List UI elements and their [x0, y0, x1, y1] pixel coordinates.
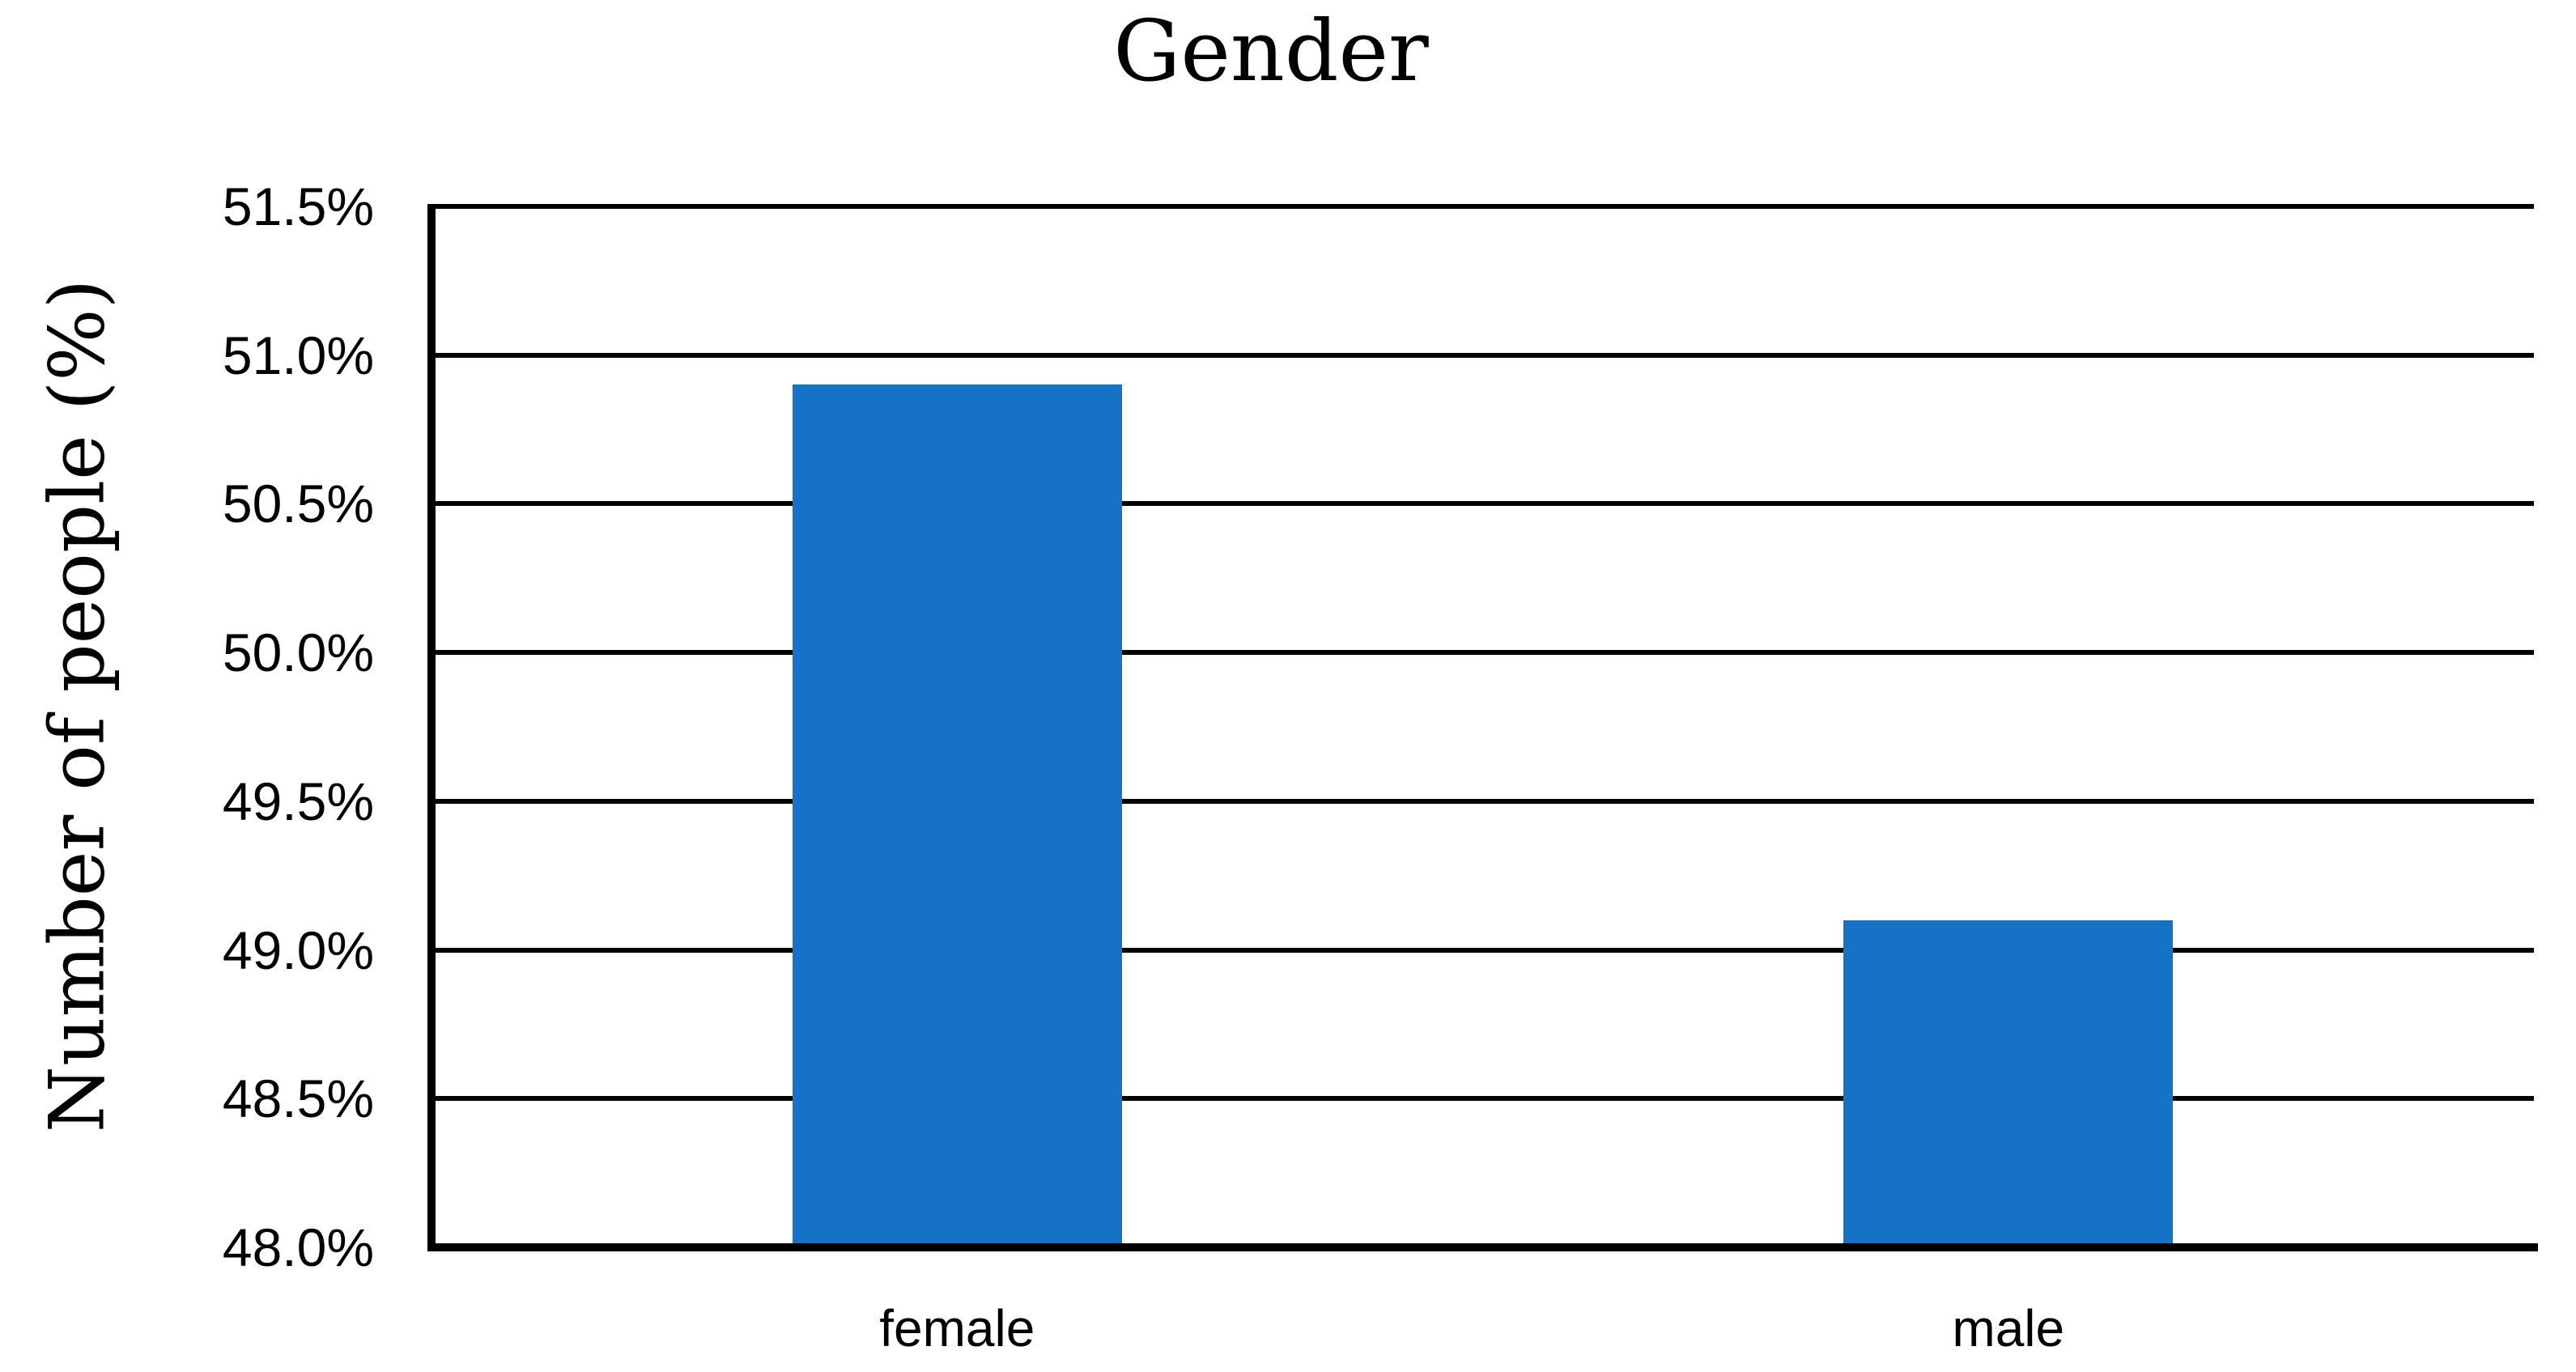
y-tick-label: 49.5% — [222, 771, 374, 831]
x-category-label-male: male — [1952, 1299, 2065, 1357]
gridline-49.0% — [431, 947, 2534, 953]
gridline-51.0% — [431, 352, 2534, 358]
x-category-label-female: female — [879, 1299, 1035, 1357]
y-axis-line — [427, 204, 436, 1250]
x-axis-line — [427, 1243, 2538, 1251]
gridline-50.5% — [431, 501, 2534, 507]
gridline-48.5% — [431, 1096, 2534, 1102]
bar-male — [1843, 920, 2174, 1247]
y-tick-label: 51.0% — [222, 325, 374, 385]
y-tick-label: 50.5% — [222, 474, 374, 534]
y-tick-label: 51.5% — [222, 176, 374, 236]
y-tick-label: 50.0% — [222, 622, 374, 683]
bar-female — [792, 384, 1122, 1247]
y-tick-label: 48.0% — [222, 1217, 374, 1277]
y-tick-label: 49.0% — [222, 920, 374, 980]
y-tick-label: 48.5% — [222, 1068, 374, 1129]
gridline-49.5% — [431, 798, 2534, 804]
y-axis-title: Number of people (%) — [33, 278, 122, 1133]
gridline-50.0% — [431, 650, 2534, 656]
gridline-51.5% — [431, 204, 2534, 209]
chart-title: Gender — [1113, 2, 1429, 100]
